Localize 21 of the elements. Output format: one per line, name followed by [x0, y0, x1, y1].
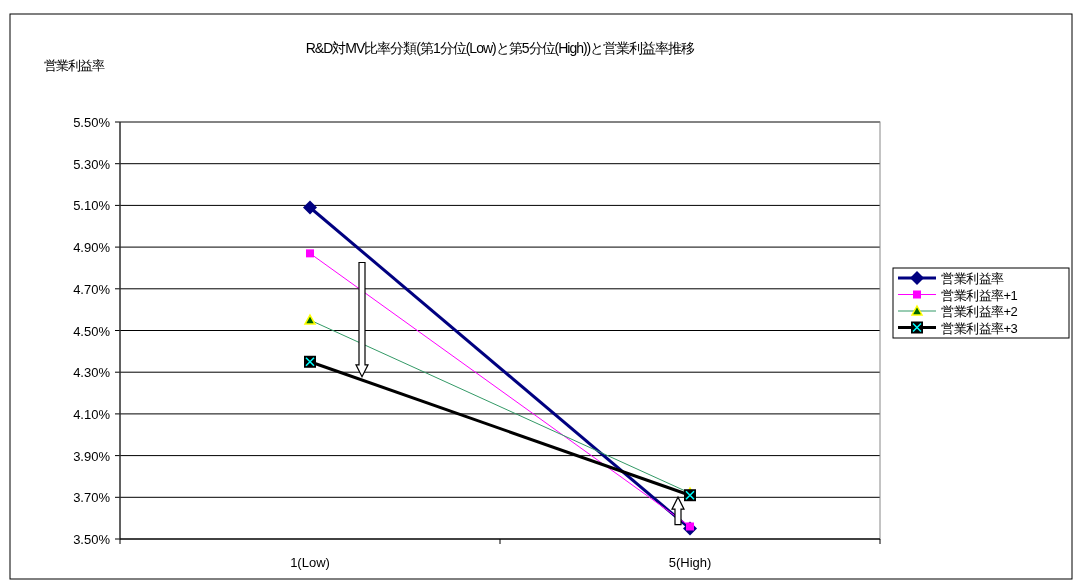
x-tick-label: 1(Low) [290, 555, 330, 570]
point [306, 249, 314, 258]
y-tick-label: 4.30% [73, 365, 111, 381]
y-tick-label: 3.50% [73, 532, 111, 547]
legend-label: 営業利益率+1 [941, 287, 1018, 303]
y-tick-label: 4.90% [73, 240, 111, 256]
legend-label: 営業利益率 [941, 271, 1004, 286]
y-tick-label: 5.10% [73, 198, 111, 214]
y-tick-label: 3.90% [73, 448, 111, 464]
y-tick-label: 4.10% [73, 406, 111, 422]
point [303, 200, 317, 215]
y-tick-label: 4.70% [73, 281, 111, 297]
legend-label: 営業利益率+2 [941, 304, 1018, 319]
y-tick-label: 5.30% [73, 156, 111, 172]
x-tick-label: 5(High) [668, 555, 712, 570]
y-tick-label: 3.70% [73, 490, 111, 506]
y-tick-label: 4.50% [73, 323, 111, 339]
chart-title: R&D対MV比率分類(第1分位(Low)と第5分位(High))と営業利益率推移 [305, 40, 696, 56]
legend-label: 営業利益率+3 [941, 320, 1018, 336]
y-axis-title: 営業利益率 [44, 58, 105, 73]
y-tick-label: 5.50% [73, 115, 111, 130]
